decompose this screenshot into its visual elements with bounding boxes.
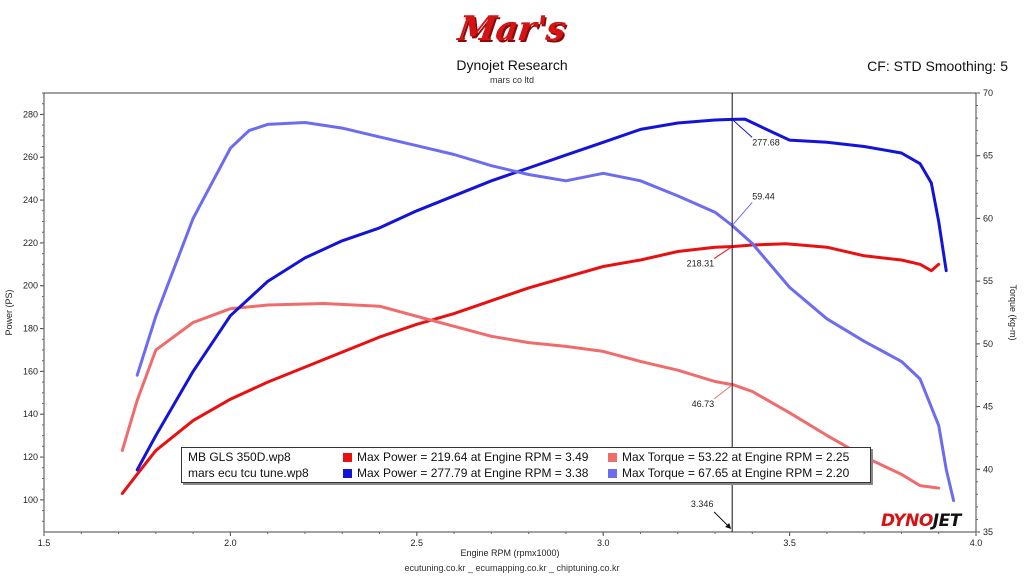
y2-tick-label: 45: [983, 402, 993, 412]
y-tick-label: 180: [23, 324, 38, 334]
y-tick-label: 260: [23, 152, 38, 162]
y2-tick-label: 50: [983, 339, 993, 349]
x-tick-label: 2.0: [224, 538, 237, 548]
x-tick-label: 1.5: [38, 538, 51, 548]
y-tick-label: 200: [23, 281, 38, 291]
legend-power-entry: Max Power = 219.64 at Engine RPM = 3.49: [343, 449, 588, 465]
legend-power-text: Max Power = 277.79 at Engine RPM = 3.38: [357, 466, 589, 480]
dynojet-logo-jet: JET: [932, 511, 962, 531]
series-line: [120, 242, 941, 495]
correction-factor-label: CF: STD Smoothing: 5: [867, 58, 1008, 74]
annotation-label: 59.44: [752, 191, 775, 201]
footer-text: ecutuning.co.kr _ ecumapping.co.kr _ chi…: [404, 563, 620, 573]
legend-torque-entry: Max Torque = 67.65 at Engine RPM = 2.20: [608, 465, 849, 481]
x-tick-label: 2.5: [411, 538, 424, 548]
cursor-arrowhead: [725, 523, 732, 529]
legend-swatch: [343, 453, 352, 462]
legend-swatch: [608, 469, 617, 478]
y2-tick-label: 55: [983, 276, 993, 286]
annotation-leader: [713, 384, 733, 400]
x-tick-label: 3.5: [783, 538, 796, 548]
y-tick-label: 100: [23, 495, 38, 505]
legend-torque-entry: Max Torque = 53.22 at Engine RPM = 2.25: [608, 449, 849, 465]
y-tick-label: 220: [23, 238, 38, 248]
x-tick-label: 4.0: [970, 538, 983, 548]
dynojet-logo-dyno: DYNO: [881, 511, 933, 531]
legend-file-name: MB GLS 350D.wp8: [188, 450, 291, 464]
legend-row: MB GLS 350D.wp8 Max Power = 219.64 at En…: [188, 449, 868, 465]
y2-tick-label: 40: [983, 464, 993, 474]
annotation-label: 277.68: [752, 137, 780, 147]
y-tick-label: 160: [23, 366, 38, 376]
y2-tick-label: 65: [983, 151, 993, 161]
annotation-leader: [731, 202, 753, 226]
y-tick-label: 120: [23, 452, 38, 462]
annotation-label: 46.73: [692, 399, 715, 409]
y2-tick-label: 60: [983, 213, 993, 223]
series-line: [135, 121, 956, 503]
annotation-leader: [731, 119, 753, 138]
x-axis-label: Engine RPM (rpmx1000): [460, 548, 559, 558]
annotation-leader: [713, 246, 733, 259]
legend-swatch: [608, 453, 617, 462]
chart-subtitle: mars co ltd: [489, 75, 534, 85]
legend-power-entry: Max Power = 277.79 at Engine RPM = 3.38: [343, 465, 588, 481]
chart-title: Dynojet Research: [456, 57, 568, 73]
y2-axis-label: Torque (kg-m): [1008, 284, 1018, 340]
annotation-label: 218.31: [687, 259, 715, 269]
legend-torque-text: Max Torque = 53.22 at Engine RPM = 2.25: [622, 450, 850, 464]
series-line: [120, 302, 941, 490]
legend-power-text: Max Power = 219.64 at Engine RPM = 3.49: [357, 450, 589, 464]
series-line: [135, 117, 948, 472]
dynojet-logo: DYNOJET: [881, 511, 961, 531]
y-axis-label: Power (PS): [4, 289, 14, 335]
y-tick-label: 280: [23, 109, 38, 119]
legend-torque-text: Max Torque = 67.65 at Engine RPM = 2.20: [622, 466, 850, 480]
legend-row: mars ecu tcu tune.wp8 Max Power = 277.79…: [188, 465, 868, 481]
y-tick-label: 140: [23, 409, 38, 419]
y2-tick-label: 70: [983, 88, 993, 98]
y2-tick-label: 35: [983, 527, 993, 537]
legend: MB GLS 350D.wp8 Max Power = 219.64 at En…: [181, 447, 871, 483]
legend-file-name: mars ecu tcu tune.wp8: [188, 466, 309, 480]
y-tick-label: 240: [23, 195, 38, 205]
legend-swatch: [343, 469, 352, 478]
x-tick-label: 3.0: [597, 538, 610, 548]
cursor-label: 3.346: [691, 499, 714, 509]
